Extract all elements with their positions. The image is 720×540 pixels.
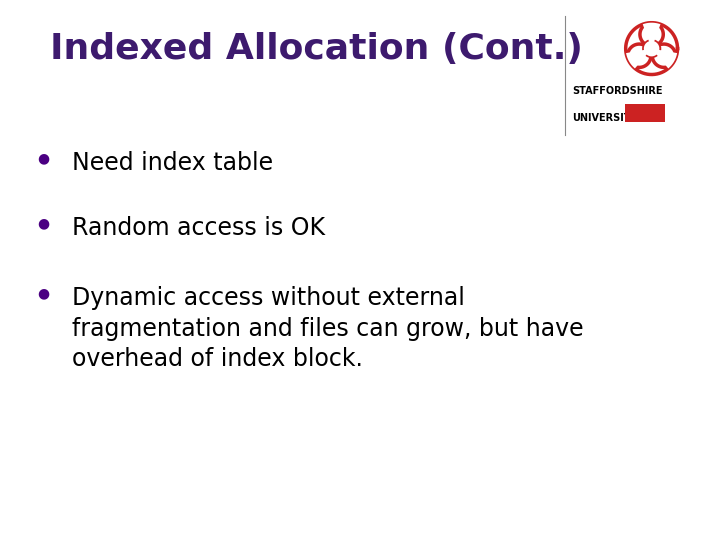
Polygon shape: [644, 41, 660, 56]
Text: Indexed Allocation (Cont.): Indexed Allocation (Cont.): [50, 32, 583, 66]
Polygon shape: [652, 49, 677, 69]
Text: Random access is OK: Random access is OK: [72, 216, 325, 240]
Text: ●: ●: [37, 151, 49, 165]
Text: ●: ●: [37, 286, 49, 300]
Text: Need index table: Need index table: [72, 151, 273, 175]
Text: ●: ●: [37, 216, 49, 230]
Text: Dynamic access without external
fragmentation and files can grow, but have
overh: Dynamic access without external fragment…: [72, 286, 584, 372]
Polygon shape: [626, 49, 652, 69]
Text: UNIVERSITY: UNIVERSITY: [572, 113, 638, 124]
FancyBboxPatch shape: [625, 104, 665, 122]
Polygon shape: [643, 23, 660, 49]
Text: STAFFORDSHIRE: STAFFORDSHIRE: [572, 86, 663, 97]
